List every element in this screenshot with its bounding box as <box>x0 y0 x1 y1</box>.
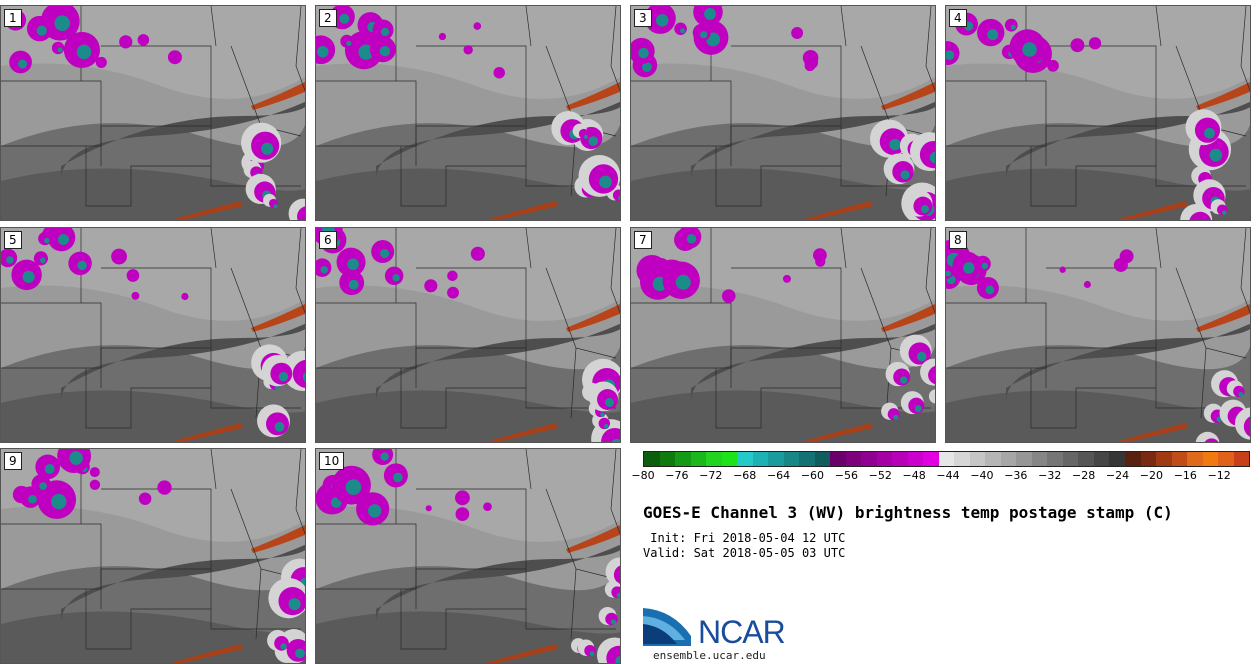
colorbar-segment <box>1093 452 1110 466</box>
colorbar-tick-label: −16 <box>1173 469 1197 482</box>
colorbar-segment <box>969 452 986 466</box>
colorbar-segment <box>1233 452 1250 466</box>
panel-number: 4 <box>949 9 967 27</box>
colorbar-segment <box>799 452 815 466</box>
colorbar-tick-label: −72 <box>699 469 723 482</box>
ncar-logo-icon <box>643 608 691 646</box>
colorbar-segment <box>985 452 1001 466</box>
map-panel: 5 <box>0 227 306 443</box>
colorbar-segment <box>814 452 831 466</box>
colorbar-segment <box>768 452 784 466</box>
colorbar-segment <box>1171 452 1188 466</box>
chart-title: GOES-E Channel 3 (WV) brightness temp po… <box>643 503 1173 522</box>
colorbar-segment <box>1140 452 1157 466</box>
logo-url: ensemble.ucar.edu <box>653 649 766 662</box>
colorbar-tick-label: −52 <box>868 469 892 482</box>
colorbar-tick-label: −80 <box>631 469 655 482</box>
colorbar-segment <box>690 452 707 466</box>
colorbar <box>643 451 1250 467</box>
panel-number: 6 <box>319 231 337 249</box>
colorbar-segment <box>1078 452 1094 466</box>
map-panel: 6 <box>315 227 621 443</box>
colorbar-segment <box>1124 452 1141 466</box>
colorbar-tick-label: −36 <box>1004 469 1028 482</box>
colorbar-segment <box>845 452 862 466</box>
map-panel: 9 <box>0 448 306 664</box>
map-panel: 1 <box>0 5 306 221</box>
colorbar-segment <box>737 452 753 466</box>
panel-number: 7 <box>634 231 652 249</box>
map-panel: 2 <box>315 5 621 221</box>
colorbar-segment <box>907 452 924 466</box>
colorbar-segment <box>1062 452 1079 466</box>
map-panel: 8 <box>945 227 1251 443</box>
colorbar-segment <box>1202 452 1219 466</box>
colorbar-segment <box>1187 452 1203 466</box>
colorbar-segment <box>861 452 877 466</box>
colorbar-tick-label: −68 <box>733 469 757 482</box>
colorbar-tick-label: −20 <box>1139 469 1163 482</box>
colorbar-segment <box>675 452 691 466</box>
colorbar-segment <box>1156 452 1172 466</box>
valid-time: Valid: Sat 2018-05-05 03 UTC <box>643 546 846 560</box>
logo-text: NCAR <box>698 614 786 650</box>
panel-number: 8 <box>949 231 967 249</box>
colorbar-segment <box>659 452 676 466</box>
colorbar-tick-label: −56 <box>834 469 858 482</box>
colorbar-segment <box>644 452 660 466</box>
panel-number: 3 <box>634 9 652 27</box>
panel-number: 2 <box>319 9 337 27</box>
colorbar-segment <box>752 452 769 466</box>
colorbar-segment <box>892 452 908 466</box>
colorbar-segment <box>1047 452 1063 466</box>
map-panel: 4 <box>945 5 1251 221</box>
panel-number: 5 <box>4 231 22 249</box>
colorbar-tick-label: −76 <box>665 469 689 482</box>
colorbar-segment <box>1016 452 1032 466</box>
map-panel: 3 <box>630 5 936 221</box>
colorbar-tick-label: −44 <box>936 469 960 482</box>
colorbar-segment <box>706 452 722 466</box>
colorbar-segment <box>1031 452 1048 466</box>
colorbar-tick-label: −28 <box>1072 469 1096 482</box>
colorbar-segment <box>1000 452 1017 466</box>
colorbar-segment <box>938 452 955 466</box>
colorbar-tick-label: −24 <box>1105 469 1130 482</box>
colorbar-segment <box>1109 452 1125 466</box>
colorbar-tick-label: −12 <box>1207 469 1231 482</box>
colorbar-tick-label: −48 <box>902 469 926 482</box>
colorbar-tick-label: −40 <box>970 469 994 482</box>
colorbar-segment <box>721 452 738 466</box>
colorbar-tick-label: −32 <box>1038 469 1062 482</box>
panel-number: 9 <box>4 452 22 470</box>
colorbar-segment <box>830 452 846 466</box>
map-panel: 10 <box>315 448 621 664</box>
colorbar-segment <box>783 452 800 466</box>
colorbar-segment <box>1218 452 1234 466</box>
panel-number: 1 <box>4 9 22 27</box>
colorbar-segment <box>954 452 970 466</box>
init-time: Init: Fri 2018-05-04 12 UTC <box>643 531 846 545</box>
map-panel: 7 <box>630 227 936 443</box>
colorbar-segment <box>923 452 939 466</box>
colorbar-segment <box>876 452 893 466</box>
panel-number: 10 <box>319 452 345 470</box>
colorbar-tick-label: −64 <box>766 469 791 482</box>
colorbar-tick-label: −60 <box>800 469 825 482</box>
